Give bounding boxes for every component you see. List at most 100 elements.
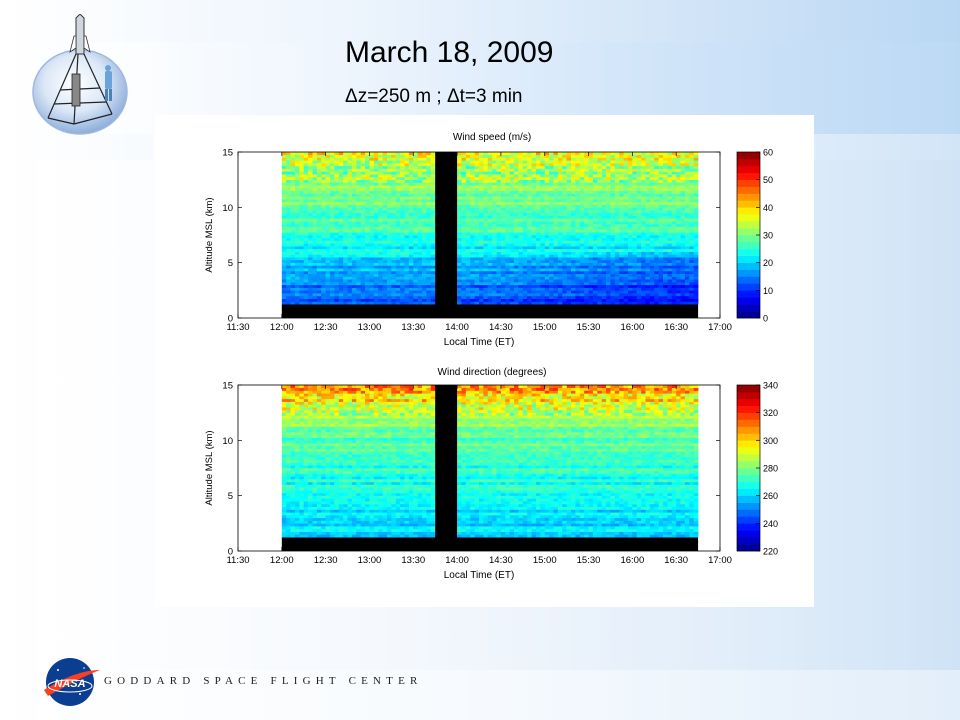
heatmap-cell	[523, 199, 528, 202]
heatmap-cell	[501, 282, 506, 285]
heatmap-cell	[291, 293, 296, 296]
heatmap-cell	[676, 216, 681, 219]
heatmap-cell	[641, 174, 646, 177]
heatmap-cell	[567, 152, 572, 155]
heatmap-cell	[597, 202, 602, 205]
heatmap-cell	[400, 174, 405, 177]
heatmap-cell	[431, 274, 436, 277]
heatmap-cell	[431, 301, 436, 304]
heatmap-cell	[571, 232, 576, 235]
heatmap-cell	[689, 196, 694, 199]
heatmap-cell	[352, 174, 357, 177]
heatmap-cell	[291, 265, 296, 268]
heatmap-cell	[326, 177, 331, 180]
heatmap-cell	[343, 290, 348, 293]
heatmap-cell	[518, 196, 523, 199]
heatmap-cell	[518, 207, 523, 210]
heatmap-cell	[422, 160, 427, 163]
heatmap-cell	[540, 191, 545, 194]
heatmap-cell	[672, 296, 677, 299]
heatmap-cell	[352, 238, 357, 241]
heatmap-cell	[501, 271, 506, 274]
heatmap-cell	[510, 299, 515, 302]
heatmap-cell	[523, 229, 528, 232]
heatmap-cell	[400, 232, 405, 235]
heatmap-cell	[523, 169, 528, 172]
heatmap-cell	[536, 263, 541, 266]
heatmap-cell	[391, 301, 396, 304]
heatmap-cell	[558, 174, 563, 177]
heatmap-cell	[580, 290, 585, 293]
heatmap-cell	[356, 180, 361, 183]
heatmap-cell	[466, 274, 471, 277]
heatmap-cell	[391, 202, 396, 205]
heatmap-cell	[352, 249, 357, 252]
heatmap-cell	[304, 205, 309, 208]
heatmap-cell	[339, 235, 344, 238]
heatmap-cell	[667, 169, 672, 172]
subtitle-t-text: t=3 min	[460, 86, 523, 107]
heatmap-cell	[457, 274, 462, 277]
heatmap-cell	[593, 216, 598, 219]
heatmap-cell	[400, 254, 405, 257]
heatmap-cell	[291, 152, 296, 155]
heatmap-cell	[334, 182, 339, 185]
heatmap-cell	[510, 293, 515, 296]
heatmap-cell	[361, 232, 366, 235]
heatmap-cell	[654, 199, 659, 202]
heatmap-cell	[470, 221, 475, 224]
heatmap-cell	[615, 177, 620, 180]
heatmap-cell	[606, 254, 611, 257]
heatmap-cell	[681, 166, 686, 169]
heatmap-cell	[637, 163, 642, 166]
heatmap-cell	[672, 277, 677, 280]
heatmap-cell	[475, 227, 480, 230]
heatmap-cell	[352, 202, 357, 205]
heatmap-cell	[536, 265, 541, 268]
heatmap-cell	[615, 238, 620, 241]
heatmap-cell	[505, 207, 510, 210]
heatmap-cell	[536, 290, 541, 293]
heatmap-cell	[610, 224, 615, 227]
heatmap-cell	[295, 155, 300, 158]
heatmap-cell	[282, 249, 287, 252]
heatmap-cell	[624, 210, 629, 213]
heatmap-cell	[317, 174, 322, 177]
heatmap-cell	[580, 180, 585, 183]
heatmap-cell	[361, 229, 366, 232]
heatmap-cell	[339, 207, 344, 210]
heatmap-cell	[689, 155, 694, 158]
heatmap-cell	[646, 180, 651, 183]
heatmap-cell	[549, 188, 554, 191]
heatmap-cell	[510, 163, 515, 166]
heatmap-cell	[295, 243, 300, 246]
heatmap-cell	[396, 158, 401, 161]
heatmap-cell	[431, 218, 436, 221]
heatmap-cell	[369, 293, 374, 296]
heatmap-cell	[291, 241, 296, 244]
heatmap-cell	[304, 174, 309, 177]
heatmap-cell	[413, 241, 418, 244]
heatmap-cell	[514, 279, 519, 282]
heatmap-cell	[387, 177, 392, 180]
heatmap-cell	[426, 177, 431, 180]
heatmap-cell	[610, 194, 615, 197]
heatmap-cell	[532, 221, 537, 224]
heatmap-cell	[426, 246, 431, 249]
heatmap-cell	[356, 194, 361, 197]
heatmap-cell	[641, 238, 646, 241]
heatmap-cell	[610, 241, 615, 244]
heatmap-cell	[637, 210, 642, 213]
heatmap-cell	[654, 224, 659, 227]
heatmap-cell	[637, 249, 642, 252]
heatmap-cell	[624, 227, 629, 230]
heatmap-cell	[510, 196, 515, 199]
heatmap-cell	[348, 180, 353, 183]
heatmap-cell	[282, 229, 287, 232]
heatmap-cell	[562, 241, 567, 244]
heatmap-cell	[545, 221, 550, 224]
heatmap-cell	[339, 257, 344, 260]
heatmap-cell	[457, 218, 462, 221]
heatmap-cell	[356, 152, 361, 155]
heatmap-cell	[299, 246, 304, 249]
